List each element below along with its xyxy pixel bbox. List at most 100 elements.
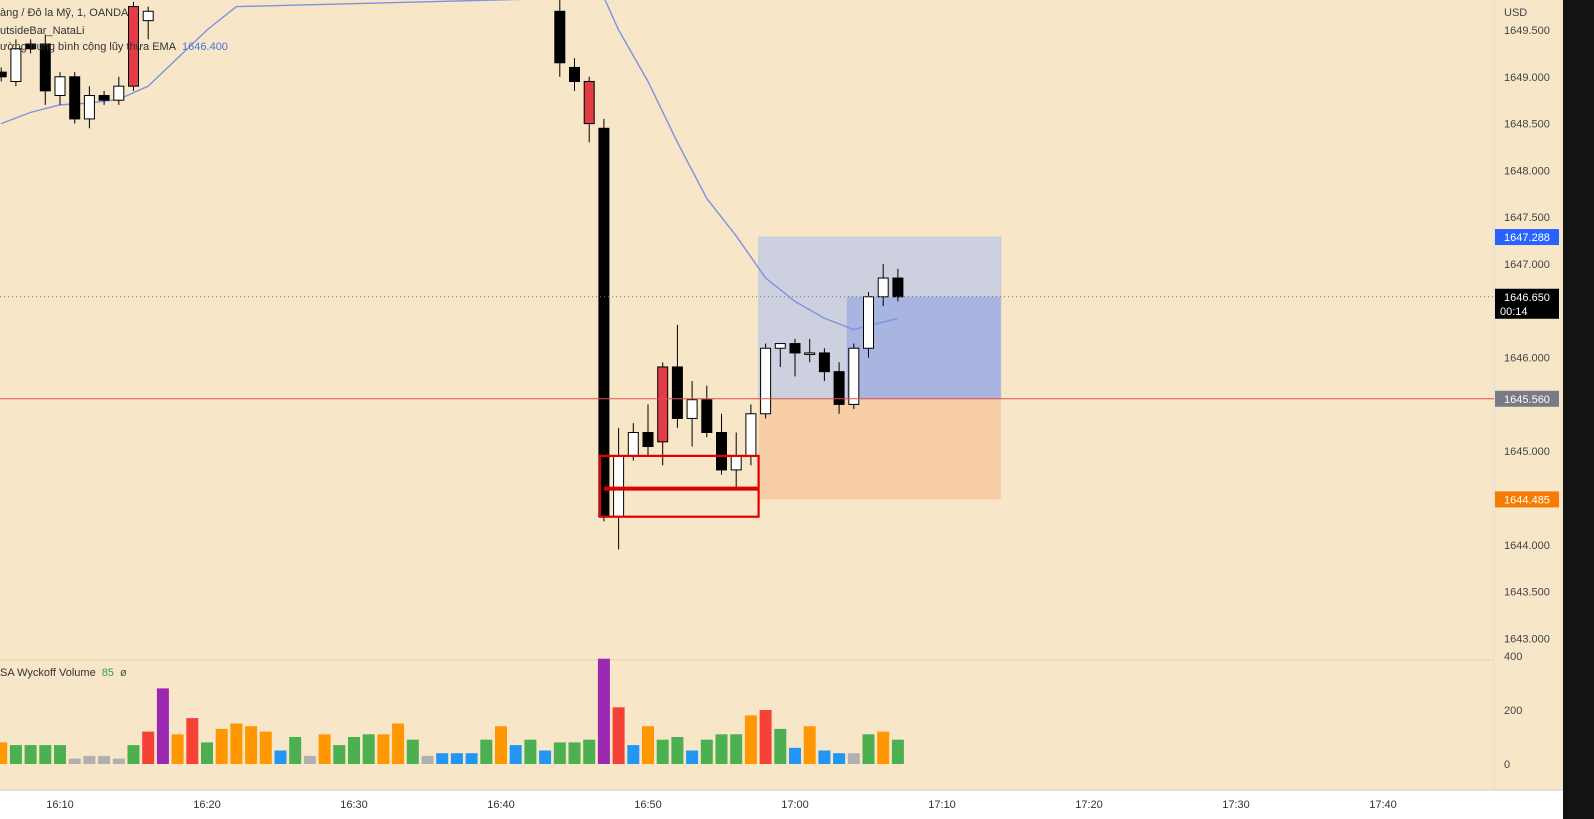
price-tick-label: 1647.000: [1504, 259, 1550, 271]
price-tick-label: 1643.500: [1504, 587, 1550, 599]
volume-bar: [333, 745, 346, 764]
volume-bar: [450, 753, 463, 764]
volume-bar: [583, 739, 596, 764]
candle: [877, 264, 889, 307]
candle-body: [554, 10, 566, 64]
price-tick-label: 1647.500: [1504, 212, 1550, 224]
volume-bar: [627, 745, 640, 764]
ema-line: [0, 0, 899, 331]
candle-body: [69, 76, 81, 120]
volume-bar: [597, 658, 610, 764]
highlight-box[interactable]: [598, 454, 760, 518]
volume-legend[interactable]: SA Wyckoff Volume 85 ø: [0, 667, 127, 679]
stop-zone: [758, 398, 1001, 500]
time-tick-label: 16:40: [487, 799, 515, 811]
time-tick-label: 17:30: [1222, 799, 1250, 811]
currency-label: USD: [1504, 7, 1527, 19]
candle-body: [716, 431, 727, 471]
volume-bar: [833, 753, 846, 764]
candle-body: [818, 352, 830, 373]
price-tick-label: 1649.000: [1504, 72, 1550, 84]
candle-body: [642, 431, 654, 448]
volume-bar: [171, 734, 184, 764]
time-tick-label: 17:40: [1369, 799, 1397, 811]
stop-badge-text: 1644.485: [1504, 494, 1550, 506]
candle: [892, 268, 904, 302]
time-tick-label: 17:10: [928, 799, 956, 811]
volume-bar: [318, 734, 331, 764]
candle: [128, 1, 139, 91]
volume-bar: [289, 737, 302, 764]
time-tick-label: 17:20: [1075, 799, 1103, 811]
candle-body: [892, 277, 904, 298]
current-badge-bg: [1495, 288, 1559, 319]
volume-bar: [847, 753, 860, 764]
candle: [642, 404, 654, 456]
price-tick-label: 1648.000: [1504, 165, 1550, 177]
candle: [863, 292, 874, 358]
volume-bar: [495, 726, 507, 764]
candle-body: [671, 366, 683, 419]
position-tool[interactable]: [758, 236, 1002, 500]
candle: [554, 0, 566, 77]
symbol-text: àng / Đô la Mỹ, 1, OANDA: [0, 7, 129, 19]
candle: [671, 324, 683, 428]
candle-body: [686, 399, 698, 419]
candle: [10, 39, 22, 87]
volume-tick-label: 200: [1504, 705, 1522, 717]
volume-bar: [156, 688, 169, 764]
ema-legend[interactable]: ường trung bình cộng lũy thừa EMA 1646.40…: [0, 41, 228, 53]
candles: [0, 0, 904, 550]
candle-body: [113, 85, 125, 101]
candle-body: [583, 80, 595, 125]
volume-bar: [201, 742, 213, 764]
volume-bar: [656, 739, 669, 764]
candle-body: [863, 296, 874, 349]
time-axis-panel[interactable]: [0, 790, 1563, 819]
candle: [583, 76, 595, 143]
candle-body: [39, 43, 51, 92]
volume-zero: ø: [119, 667, 127, 679]
candle-body: [569, 66, 580, 82]
symbol-legend[interactable]: àng / Đô la Mỹ, 1, OANDA: [0, 7, 128, 19]
candle: [789, 338, 801, 377]
target-badge-bg: [1495, 229, 1559, 246]
volume-bar: [671, 737, 684, 764]
volume-bar: [877, 731, 890, 764]
volume-bar: [98, 755, 111, 764]
candle-body: [0, 71, 7, 78]
candle-body: [774, 343, 786, 349]
volume-bar: [539, 750, 552, 764]
candle-body: [627, 431, 639, 457]
volume-bar: [700, 739, 713, 764]
candle-body: [760, 347, 772, 415]
volume-bar: [465, 753, 478, 764]
candle: [54, 72, 66, 105]
ema-value: 1646.400: [182, 41, 228, 53]
entry-badge-text: 1645.560: [1504, 394, 1550, 406]
volume-bar: [803, 726, 816, 764]
time-tick-label: 16:20: [193, 799, 221, 811]
volume-bar: [24, 745, 37, 764]
volume-bar: [392, 723, 405, 764]
highlight-rect: [598, 454, 760, 518]
candle: [39, 34, 51, 105]
volume-bars: [0, 658, 904, 764]
volume-bar: [524, 739, 537, 764]
volume-bar: [612, 707, 625, 764]
target-badge-text: 1647.288: [1504, 232, 1550, 244]
candle: [686, 381, 698, 447]
candle-body: [613, 455, 625, 518]
indicator-legend[interactable]: utsideBar_NataLi: [0, 25, 84, 37]
volume-bar: [744, 715, 757, 764]
entry-badge-bg: [1495, 390, 1559, 407]
ema-polyline: [0, 0, 899, 331]
candle-body: [83, 95, 95, 120]
volume-bar: [568, 742, 581, 764]
candle-body: [54, 76, 66, 97]
candle-body: [833, 371, 845, 405]
candle: [804, 338, 816, 363]
volume-bar: [759, 710, 772, 764]
price-badges: 1647.288 1645.560 1644.485 1646.650 00:14: [1495, 229, 1559, 508]
